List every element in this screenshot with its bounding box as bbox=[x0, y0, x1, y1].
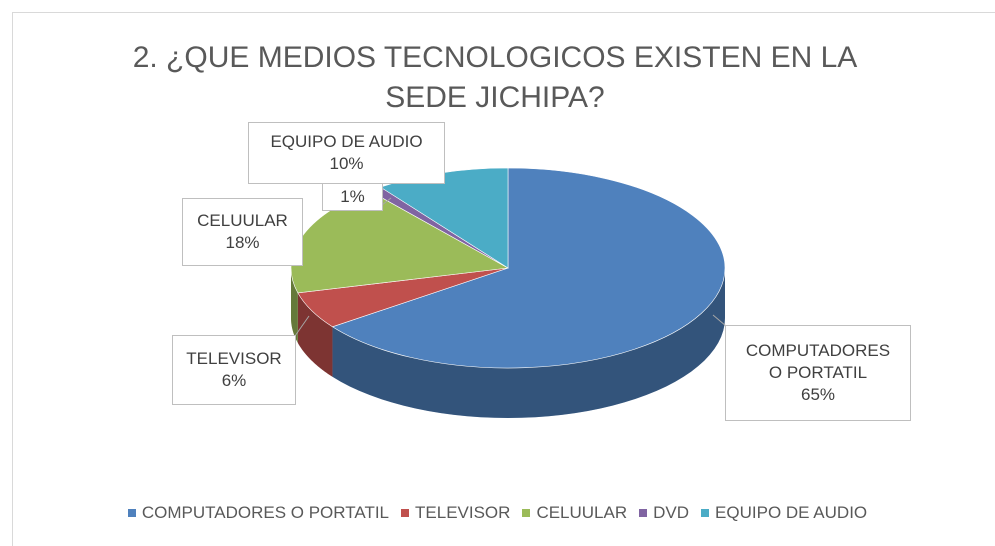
data-label: 1% bbox=[322, 183, 383, 211]
slice-side-shade bbox=[297, 292, 333, 377]
chart-frame bbox=[12, 12, 995, 546]
label-value: 18% bbox=[225, 233, 260, 252]
leader-line bbox=[381, 197, 392, 206]
slice bbox=[331, 167, 726, 369]
slice-side bbox=[332, 268, 725, 418]
legend: COMPUTADORES O PORTATIL TELEVISOR CELUULAR… bbox=[0, 503, 995, 523]
legend-item: CELUULAR bbox=[522, 503, 627, 523]
legend-item: TELEVISOR bbox=[401, 503, 510, 523]
label-value: 10% bbox=[329, 154, 364, 173]
legend-label: TELEVISOR bbox=[415, 503, 511, 522]
legend-swatch bbox=[701, 509, 710, 517]
data-label: CELUULAR 18% bbox=[182, 198, 303, 266]
data-label: EQUIPO DE AUDIO 10% bbox=[248, 122, 445, 184]
label-value: 6% bbox=[221, 371, 247, 390]
legend-label: CELUULAR bbox=[536, 503, 628, 522]
label-category: COMPUTADORES O PORTATIL bbox=[745, 341, 891, 382]
legend-swatch bbox=[639, 509, 648, 517]
leader-line bbox=[712, 314, 727, 327]
tops bbox=[290, 167, 726, 369]
slice-side-shade bbox=[291, 268, 298, 343]
legend-swatch bbox=[127, 509, 136, 517]
slice-side bbox=[297, 292, 333, 377]
data-label: COMPUTADORES O PORTATIL 65% bbox=[725, 325, 911, 421]
label-category: EQUIPO DE AUDIO bbox=[270, 132, 423, 151]
leader-line bbox=[294, 315, 310, 337]
slice-side bbox=[291, 268, 298, 343]
label-value: 65% bbox=[800, 385, 836, 404]
legend-label: COMPUTADORES O PORTATIL bbox=[141, 503, 390, 522]
leader-lines bbox=[294, 197, 727, 337]
chart-title: 2. ¿QUE MEDIOS TECNOLOGICOS EXISTEN EN L… bbox=[132, 41, 858, 114]
legend-label: EQUIPO DE AUDIO bbox=[715, 503, 868, 522]
label-category: CELUULAR bbox=[197, 211, 288, 230]
legend-item: DVD bbox=[639, 503, 689, 523]
sides bbox=[291, 268, 725, 418]
legend-label: DVD bbox=[653, 503, 690, 522]
legend-item: EQUIPO DE AUDIO bbox=[701, 503, 867, 523]
data-label: TELEVISOR 6% bbox=[172, 335, 296, 405]
label-value: 1% bbox=[340, 187, 365, 206]
label-category: TELEVISOR bbox=[186, 349, 282, 368]
legend-swatch bbox=[522, 509, 531, 517]
slice-side-shade bbox=[332, 268, 725, 418]
legend-item: COMPUTADORES O PORTATIL bbox=[127, 503, 390, 523]
legend-swatch bbox=[401, 509, 410, 517]
